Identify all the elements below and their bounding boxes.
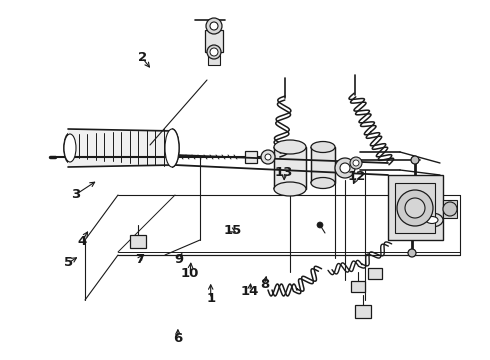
Ellipse shape bbox=[426, 216, 438, 224]
Circle shape bbox=[397, 190, 433, 226]
Text: 11: 11 bbox=[412, 199, 431, 212]
Bar bbox=[355, 305, 371, 318]
Text: 7: 7 bbox=[135, 253, 144, 266]
Ellipse shape bbox=[165, 129, 179, 167]
Circle shape bbox=[360, 309, 366, 315]
Bar bbox=[368, 268, 382, 279]
Circle shape bbox=[207, 45, 221, 59]
Bar bbox=[274, 147, 306, 189]
Text: 4: 4 bbox=[77, 235, 86, 248]
Bar bbox=[395, 183, 435, 233]
Circle shape bbox=[206, 18, 222, 34]
Ellipse shape bbox=[274, 140, 306, 154]
Text: 8: 8 bbox=[260, 278, 269, 291]
Circle shape bbox=[443, 202, 457, 216]
Circle shape bbox=[350, 157, 362, 169]
Text: 13: 13 bbox=[275, 166, 294, 179]
Circle shape bbox=[408, 249, 416, 257]
Circle shape bbox=[335, 158, 355, 178]
Text: 14: 14 bbox=[241, 285, 259, 298]
Bar bbox=[311, 147, 335, 183]
Ellipse shape bbox=[311, 141, 335, 153]
Text: 1: 1 bbox=[206, 292, 215, 305]
Circle shape bbox=[405, 198, 425, 218]
Bar bbox=[245, 151, 257, 163]
Circle shape bbox=[265, 154, 271, 160]
Ellipse shape bbox=[421, 213, 443, 227]
Circle shape bbox=[261, 150, 275, 164]
Text: 12: 12 bbox=[347, 170, 366, 183]
Ellipse shape bbox=[311, 177, 335, 189]
Ellipse shape bbox=[64, 134, 76, 162]
Circle shape bbox=[356, 285, 360, 289]
Text: 6: 6 bbox=[173, 332, 182, 345]
Circle shape bbox=[340, 163, 350, 173]
Circle shape bbox=[135, 239, 141, 245]
Circle shape bbox=[317, 222, 323, 228]
Bar bbox=[388, 175, 443, 240]
Circle shape bbox=[373, 272, 377, 276]
Text: 3: 3 bbox=[72, 188, 80, 201]
Ellipse shape bbox=[274, 182, 306, 196]
Circle shape bbox=[210, 22, 218, 30]
Bar bbox=[208, 55, 220, 65]
Text: 9: 9 bbox=[174, 253, 183, 266]
Text: 2: 2 bbox=[138, 51, 147, 64]
Circle shape bbox=[411, 156, 419, 164]
Text: 5: 5 bbox=[64, 256, 73, 269]
Bar bbox=[130, 235, 146, 248]
Bar bbox=[68, 129, 172, 167]
Bar bbox=[205, 30, 223, 52]
Circle shape bbox=[210, 48, 218, 56]
Circle shape bbox=[353, 160, 359, 166]
Bar bbox=[351, 281, 365, 292]
Bar bbox=[443, 200, 457, 218]
Text: 10: 10 bbox=[181, 267, 199, 280]
Text: 15: 15 bbox=[223, 224, 242, 237]
